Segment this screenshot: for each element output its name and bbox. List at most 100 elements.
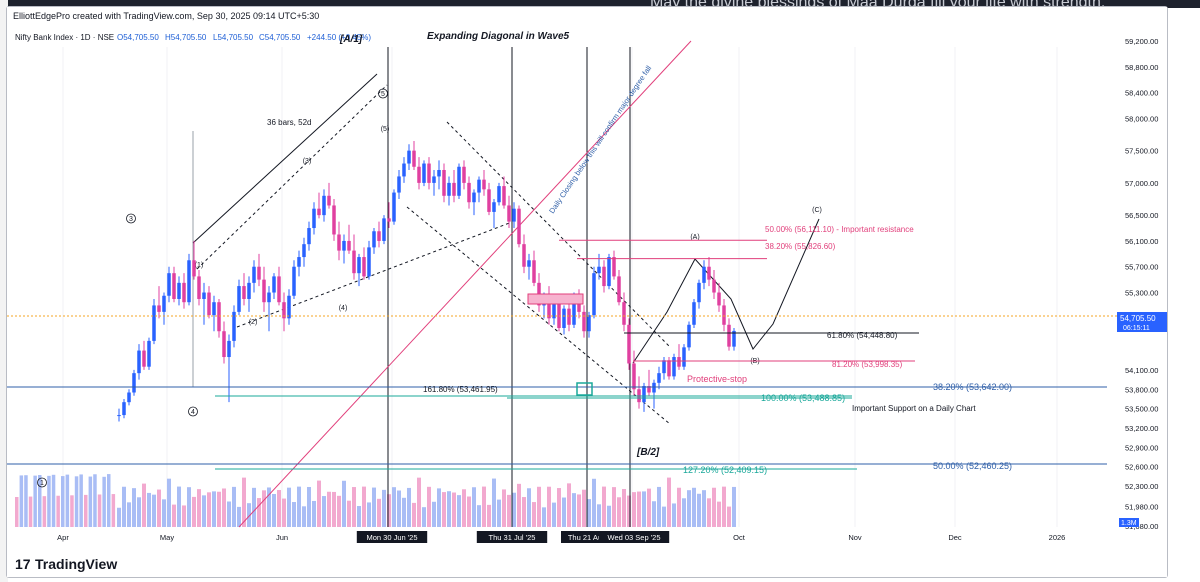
candle-body <box>347 240 351 251</box>
price-tick-label: 55,700.00 <box>1125 263 1158 272</box>
volume-bar <box>602 486 606 527</box>
volume-bar <box>552 502 556 527</box>
time-tick-label: May <box>160 533 174 542</box>
volume-bar <box>352 487 356 527</box>
candle-body <box>367 247 371 277</box>
volume-bar <box>217 491 221 527</box>
candle-body <box>382 218 386 241</box>
volume-bar <box>132 488 136 527</box>
candle-body <box>467 182 471 203</box>
candle-body <box>217 302 221 332</box>
wave-b2-label: [B/2] <box>636 447 660 458</box>
volume-bar <box>462 489 466 527</box>
price-axis[interactable]: 59,200.00 58,800.00 58,400.00 58,000.00 57,5… <box>1125 37 1158 531</box>
volume-bar <box>242 477 246 527</box>
candle-body <box>222 331 226 358</box>
volume-bar <box>157 489 161 527</box>
time-badge <box>356 531 428 543</box>
chart-canvas[interactable]: ElliottEdgePro created with TradingView.… <box>7 7 1167 577</box>
volume-bar <box>177 486 181 527</box>
volume-bar <box>38 475 42 527</box>
candle-body <box>262 279 266 303</box>
volume-bar <box>28 496 33 527</box>
volume-bar <box>162 499 166 527</box>
volume-bar <box>507 494 511 527</box>
candle-body <box>397 176 401 193</box>
volume-bar <box>65 474 70 527</box>
volume-bar <box>422 507 426 527</box>
wave-label: (2) <box>249 319 258 326</box>
price-tick-label: 56,100.00 <box>1125 237 1158 246</box>
time-tick-label: Apr <box>57 533 69 542</box>
last-price-value: 54,705.50 <box>1120 314 1156 323</box>
level-label: 161.80% (53,461.95) <box>423 385 498 394</box>
volume-bar <box>42 496 47 527</box>
volume-bar <box>282 498 286 527</box>
volume-bar <box>497 499 501 527</box>
candle-body <box>417 166 421 183</box>
candle-body <box>612 257 616 277</box>
volume-bar <box>70 495 74 527</box>
volume-bar <box>167 478 171 527</box>
volume-bar <box>237 506 241 527</box>
time-tick-label: Dec <box>948 533 962 542</box>
volume-bar <box>622 488 626 527</box>
time-tick-label: 2026 <box>1049 533 1066 542</box>
candle-body <box>237 286 241 312</box>
volume-bar <box>642 491 646 527</box>
candle-body <box>597 266 601 274</box>
volume-bar <box>522 497 526 527</box>
volume-bar <box>192 496 196 527</box>
wave-label: 3 <box>129 216 133 223</box>
volume-bar <box>88 476 93 527</box>
candle-body <box>607 257 611 287</box>
candle-body <box>197 276 201 299</box>
candle-body <box>252 266 256 283</box>
volume-bar <box>347 500 351 527</box>
level-label: 50.00% (52,460.25) <box>933 461 1012 471</box>
candle-body <box>492 202 496 212</box>
volume-bar <box>117 507 121 527</box>
volume-bar <box>577 494 581 527</box>
candle-body <box>412 150 416 167</box>
volume-bar <box>582 489 586 527</box>
chart-title: Expanding Diagonal in Wave5 <box>427 31 570 42</box>
candle-body <box>517 208 521 245</box>
time-badge <box>598 531 670 543</box>
volume-bar <box>677 487 681 527</box>
candle-body <box>377 231 381 241</box>
candle-body <box>487 189 491 212</box>
time-tick-label: Nov <box>848 533 862 542</box>
level-label: 100.00% (53,488.85) <box>761 393 845 403</box>
candle-body <box>142 350 146 367</box>
volume-bar <box>712 487 716 527</box>
price-tick-label: 58,000.00 <box>1125 114 1158 123</box>
volume-bar <box>467 496 471 527</box>
time-badge <box>476 531 548 543</box>
volume-bar <box>727 506 731 527</box>
candle-body <box>582 311 586 332</box>
volume-bar <box>557 488 561 527</box>
level-label: 50.00% (56,111.10) - Important resistanc… <box>765 225 914 234</box>
volume-bar <box>392 487 396 527</box>
candle-body <box>427 163 431 183</box>
candle-body <box>532 260 536 283</box>
candle-body <box>617 276 621 303</box>
candle-body <box>267 292 271 303</box>
candle-body <box>667 360 671 377</box>
tv-brand-name: TradingView <box>35 556 117 572</box>
protective-stop-label: Protective-stop <box>687 374 747 384</box>
volume-bar <box>297 486 301 527</box>
time-axis[interactable]: Apr May Jun Mon 30 Jun '25 Thu 31 Jul '25 Thu… <box>57 531 1065 543</box>
candle-body <box>127 392 131 403</box>
volume-bar <box>377 498 381 527</box>
volume-bar <box>572 493 576 527</box>
volume-bar <box>717 501 721 527</box>
volume-bar <box>542 507 546 527</box>
tradingview-logo[interactable]: 17 TradingView <box>15 556 117 572</box>
volume-bar <box>407 487 411 527</box>
volume-bar <box>612 487 616 527</box>
volume-bar <box>287 487 291 527</box>
candle-body <box>122 402 126 416</box>
time-badge-label: Wed 03 Sep '25 <box>608 533 661 542</box>
